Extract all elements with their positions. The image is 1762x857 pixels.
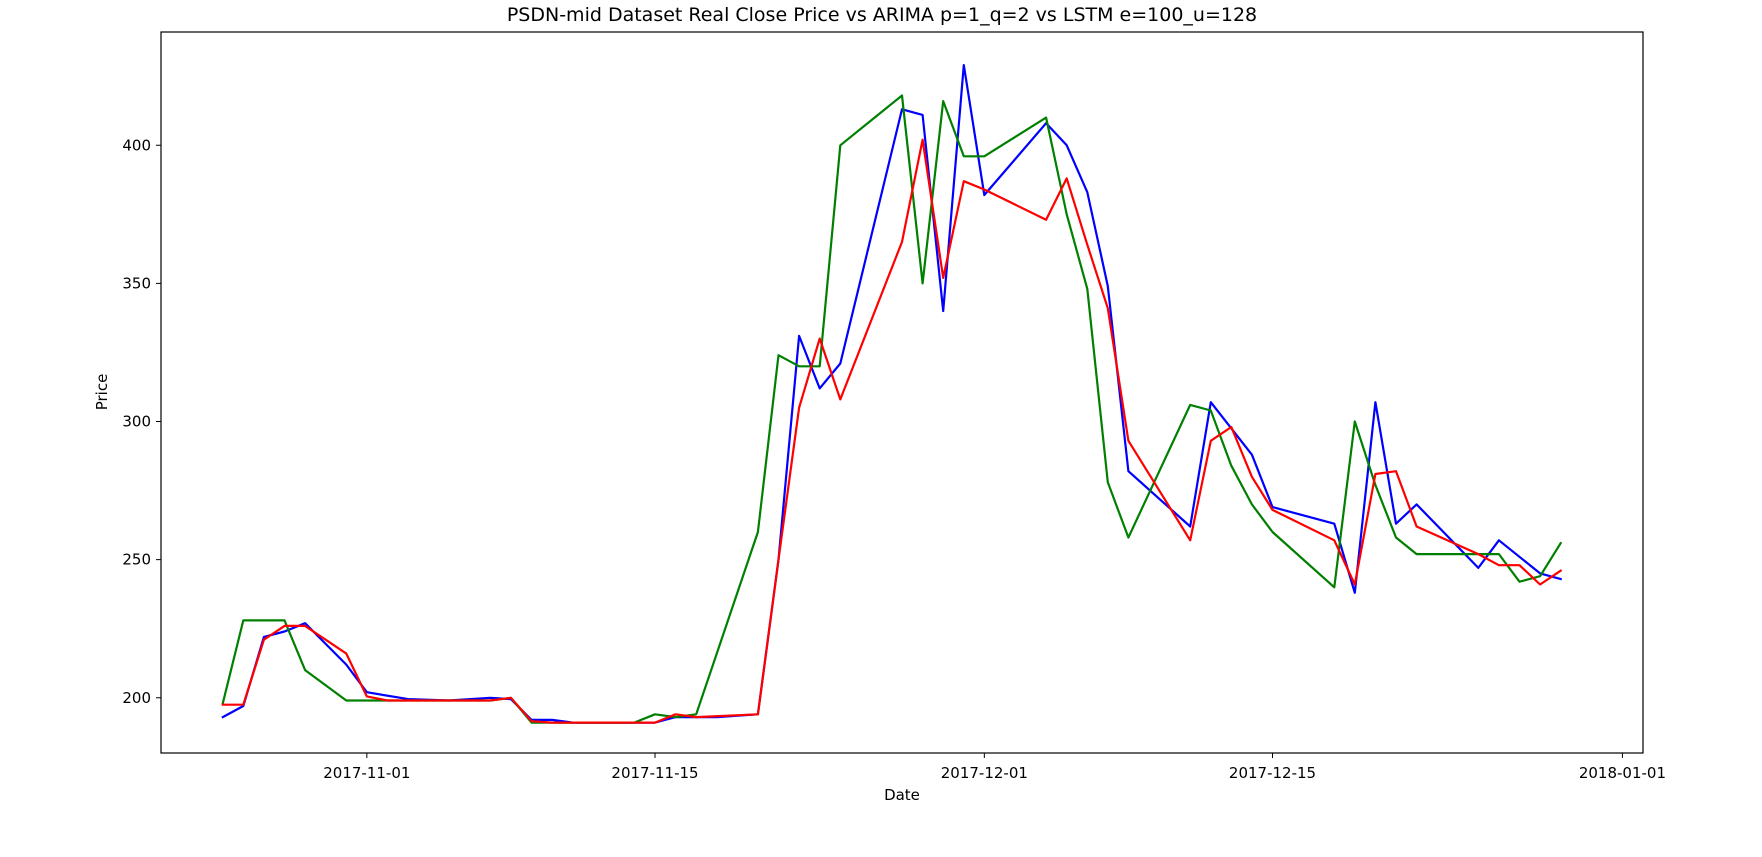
series-line-3 <box>221 138 1563 724</box>
y-tick-label: 300 <box>122 413 151 431</box>
x-tick-label: 2017-12-01 <box>941 764 1028 782</box>
chart-title: PSDN-mid Dataset Real Close Price vs ARI… <box>507 4 1257 26</box>
y-tick-label: 250 <box>122 551 151 569</box>
series-line-2 <box>221 94 1563 724</box>
y-tick-label: 200 <box>122 689 151 707</box>
series-group <box>221 63 1563 724</box>
x-tick-label: 2017-12-15 <box>1229 764 1316 782</box>
plot-frame <box>160 31 1644 754</box>
series-line-1 <box>221 63 1563 724</box>
y-tick-label: 400 <box>122 136 151 154</box>
x-tick-label: 2017-11-15 <box>611 764 698 782</box>
x-tick-label: 2017-11-01 <box>323 764 410 782</box>
x-tick-label: 2018-01-01 <box>1579 764 1666 782</box>
y-axis-label: Price <box>93 374 111 411</box>
y-tick-label: 350 <box>122 274 151 292</box>
axes: 2017-11-01 2017-11-15 2017-12-01 2017-12-15… <box>122 31 1666 782</box>
x-axis-label: Date <box>884 786 920 804</box>
